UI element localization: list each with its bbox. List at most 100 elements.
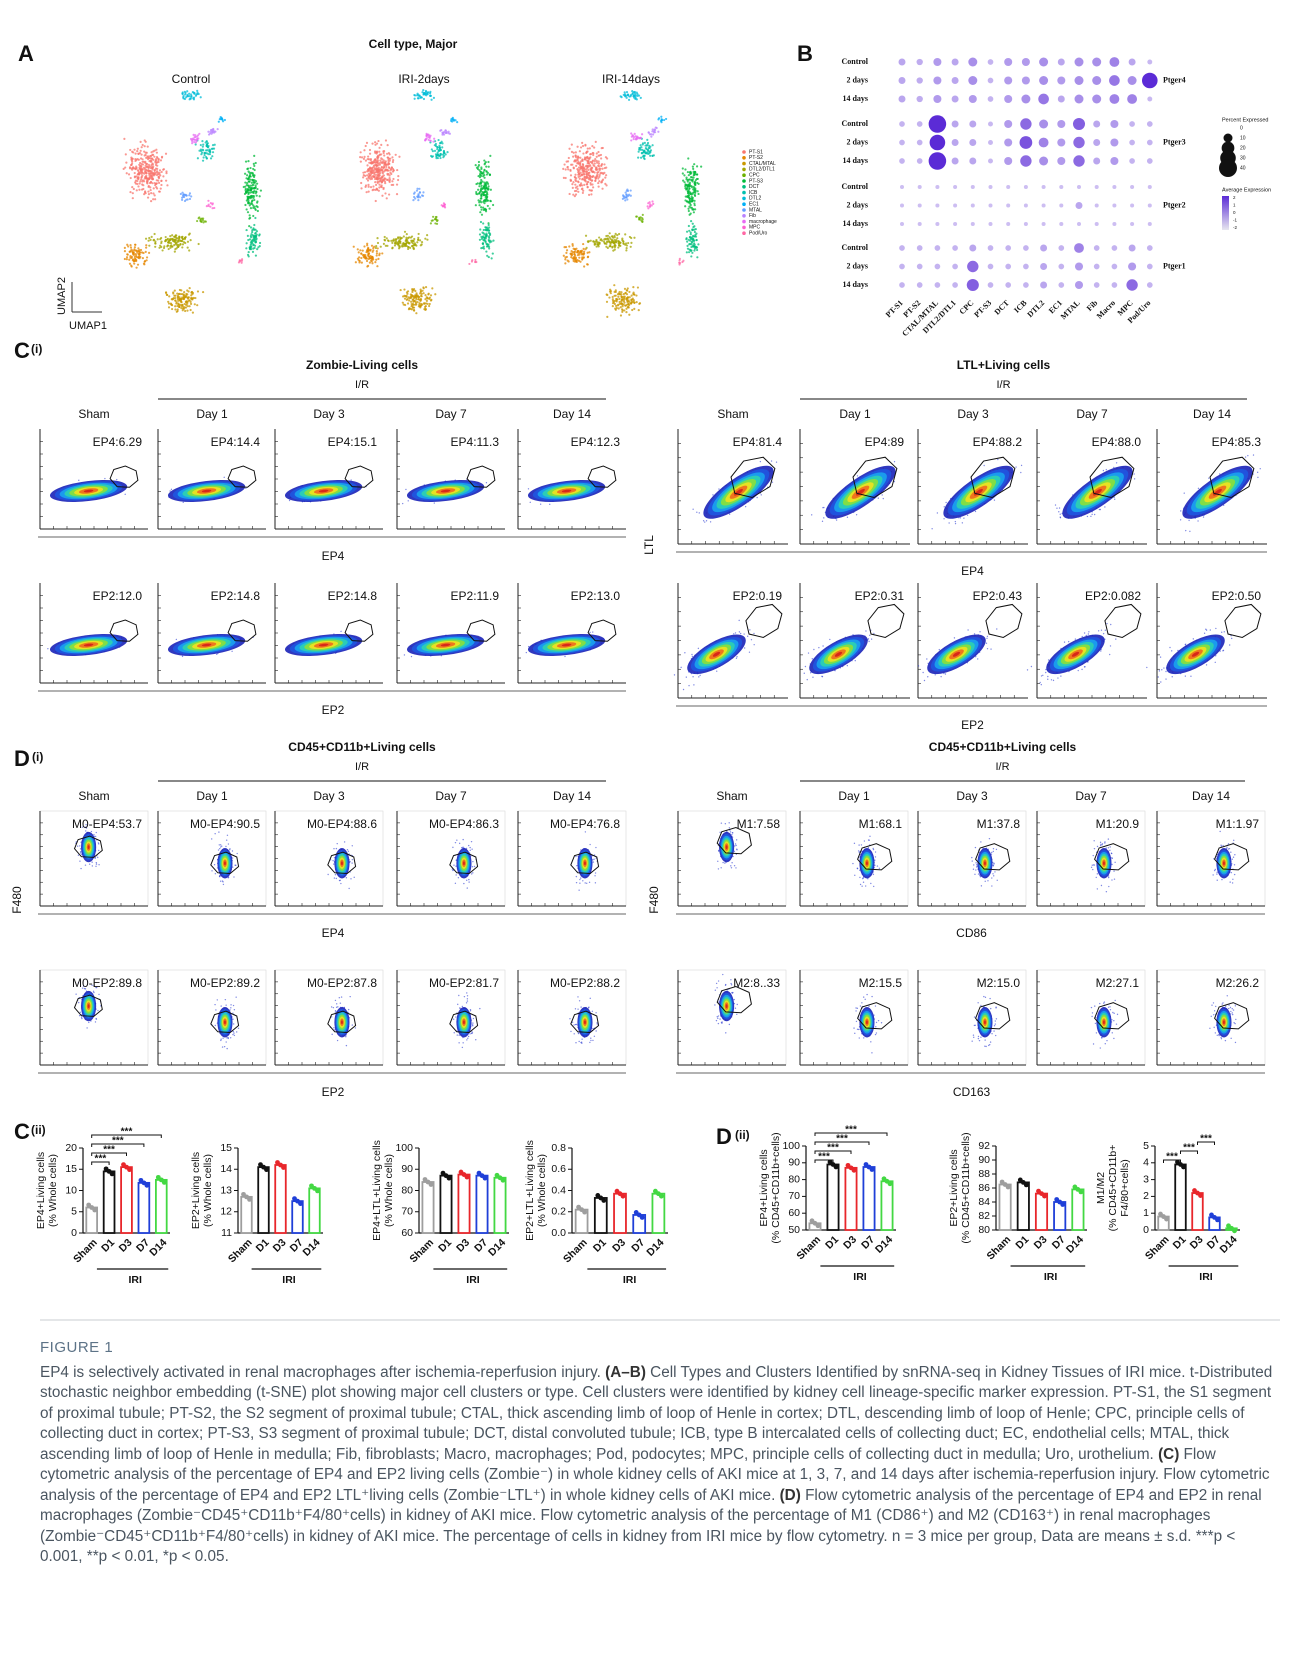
umap-cell	[246, 234, 249, 237]
umap-cell	[141, 251, 144, 254]
umap-cell	[247, 199, 250, 202]
umap-cell	[161, 249, 164, 252]
umap-cell	[686, 184, 689, 188]
umap-cell	[425, 90, 428, 93]
umap-cell	[138, 166, 141, 169]
umap-cell	[418, 191, 422, 194]
umap-cell	[255, 230, 259, 233]
umap-cell	[593, 165, 596, 168]
umap-cell	[160, 155, 164, 158]
umap-cell	[411, 298, 414, 301]
umap-cell	[700, 165, 703, 168]
umap-cell	[581, 163, 584, 166]
umap-cell	[576, 180, 580, 183]
umap-cell	[614, 289, 617, 292]
umap-cell	[256, 187, 259, 191]
umap-cell	[178, 305, 181, 309]
umap-cell	[152, 192, 155, 195]
umap-cell	[176, 237, 179, 240]
umap-cell	[578, 150, 581, 153]
legend-swatch	[742, 225, 746, 230]
umap-cell	[240, 258, 244, 261]
umap-cell	[173, 244, 176, 247]
umap-cell	[164, 239, 167, 243]
umap-cell	[570, 163, 573, 166]
umap-cell	[598, 180, 601, 183]
umap-cell	[208, 150, 212, 154]
umap-cell	[211, 202, 214, 205]
umap-cell	[131, 185, 134, 189]
umap-cell	[594, 179, 597, 183]
umap-cell	[601, 178, 605, 181]
umap-cell	[203, 153, 206, 157]
umap-cell	[565, 251, 568, 254]
umap-cell	[422, 191, 425, 194]
umap-cell	[412, 300, 415, 303]
umap-cell	[417, 305, 421, 308]
umap-cell	[586, 147, 589, 150]
umap-cell	[368, 148, 372, 152]
umap-cell	[378, 186, 381, 189]
umap-cell	[201, 148, 204, 151]
umap-cell	[413, 237, 416, 241]
umap-cell	[624, 199, 627, 202]
umap-cell	[572, 151, 575, 154]
umap-cell	[381, 252, 384, 255]
umap-cell	[253, 164, 256, 167]
umap-cell	[360, 252, 363, 255]
umap-cell	[207, 133, 211, 136]
umap-cell	[210, 132, 213, 135]
umap-cell	[205, 149, 208, 152]
umap-cell	[365, 257, 368, 260]
gate-label: EP4:15.1	[328, 435, 378, 449]
umap-cell	[145, 181, 149, 184]
umap-cell	[206, 145, 209, 149]
umap-cell	[399, 288, 402, 292]
umap-cell	[420, 241, 424, 244]
umap-cell	[686, 195, 689, 199]
umap-cell	[180, 239, 183, 243]
umap-cell	[190, 294, 193, 297]
umap-cell	[579, 162, 582, 166]
umap-cell	[424, 286, 428, 289]
umap-cell	[183, 291, 186, 294]
umap-cell	[482, 200, 485, 203]
umap-cell	[621, 308, 624, 311]
umap-cell	[582, 242, 585, 246]
umap-cell	[482, 232, 485, 235]
umap-cell	[157, 173, 160, 176]
umap-cell	[256, 205, 259, 209]
umap-cell	[582, 189, 585, 192]
umap-cell	[371, 142, 374, 145]
umap-cell	[200, 153, 203, 156]
umap-cell	[487, 235, 491, 238]
umap-cell	[625, 249, 628, 252]
umap-cell	[160, 179, 163, 182]
umap-cell	[181, 309, 184, 312]
umap-cell	[419, 304, 423, 307]
umap-cell	[363, 171, 367, 174]
umap-cell	[367, 185, 370, 188]
umap-cell	[590, 193, 593, 196]
umap-cell	[374, 199, 377, 203]
umap-cell	[375, 258, 378, 261]
umap-cell	[251, 171, 254, 175]
umap-cell	[576, 162, 579, 165]
umap-cell	[482, 172, 485, 175]
umap-cell	[575, 164, 578, 167]
umap-cell	[199, 148, 203, 151]
umap-cell	[597, 162, 601, 165]
umap-cell	[371, 189, 374, 192]
umap-cell	[131, 150, 134, 153]
umap-cell	[636, 136, 639, 139]
umap-cell	[648, 201, 651, 204]
umap-cell	[396, 168, 399, 172]
umap-cell	[586, 185, 589, 189]
umap-cell	[477, 165, 480, 168]
umap-cell	[364, 144, 367, 148]
umap-cell	[248, 225, 251, 228]
umap-cell	[256, 200, 259, 203]
umap-cell	[368, 152, 372, 155]
umap-cell	[170, 303, 173, 306]
umap-cell	[478, 182, 481, 186]
